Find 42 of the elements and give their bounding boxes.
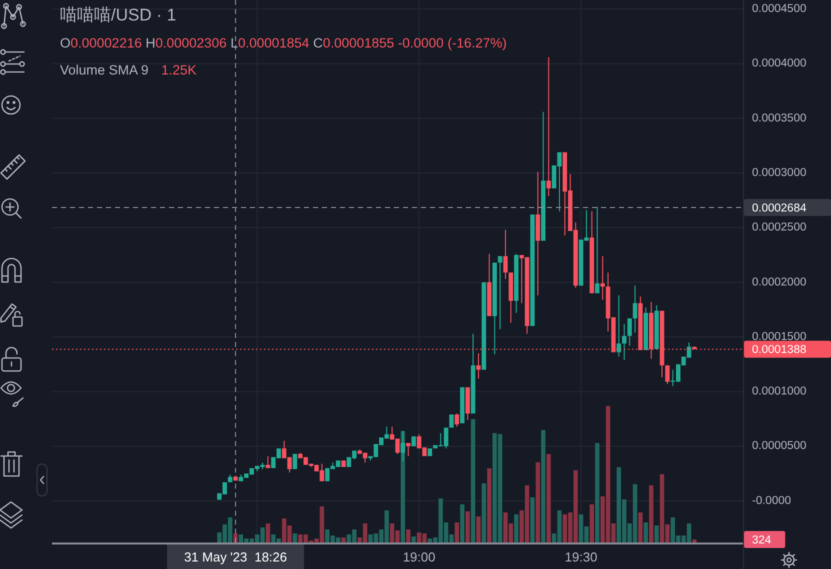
y-tick-label: 0.0003000 [752,167,806,180]
chart-title: 喵喵喵/USD · 1 [60,6,176,24]
bar [649,485,654,544]
ref-line-label: 0.0002684 [752,202,807,215]
bar [454,522,460,544]
bar [406,529,410,544]
candlestick [600,256,605,300]
candlestick [595,206,600,294]
bar [466,511,470,544]
text: O0.00002216 H0.00002306 L0.00001854 C0.00001855 -0.0000 (-16.27%) [60,35,507,50]
bar [654,525,659,544]
y-tick-label: 0.0004500 [752,3,806,16]
y-tick-label: 0.0001500 [752,330,806,343]
bar [541,430,546,544]
candlestick [498,256,502,330]
x-tick-label: 19:00 [402,550,436,564]
y-tick-label: 0.0001000 [752,386,806,398]
bar [590,504,594,544]
y-tick-label: 0.0003500 [752,112,806,124]
bar [482,483,486,544]
ref-line-label: 31 May '23 18:26 [184,550,288,564]
bar [546,454,551,544]
y-tick-label: 0.0004000 [752,58,806,70]
candlestick [536,172,540,296]
candlestick [616,295,622,357]
text: 324 [752,534,772,547]
chart-title: Volume SMA 9 [60,62,149,78]
bar [470,419,476,544]
bar [487,468,492,544]
bar [644,522,648,544]
chart-subtitle: 1.25K [161,62,197,78]
candlestick [546,57,551,196]
y-tick-label: 0.0000500 [752,440,806,452]
x-tick-label: 19:30 [564,550,598,564]
bar [536,462,540,544]
y-tick-label: -0.0000 [752,494,792,507]
y-tick-label: 0.0002000 [752,276,806,288]
bar [460,504,464,544]
bar [595,443,600,544]
bar [514,514,518,544]
ref-line-label: 0.0001388 [752,344,806,356]
y-tick-label: 0.0002500 [752,222,806,234]
